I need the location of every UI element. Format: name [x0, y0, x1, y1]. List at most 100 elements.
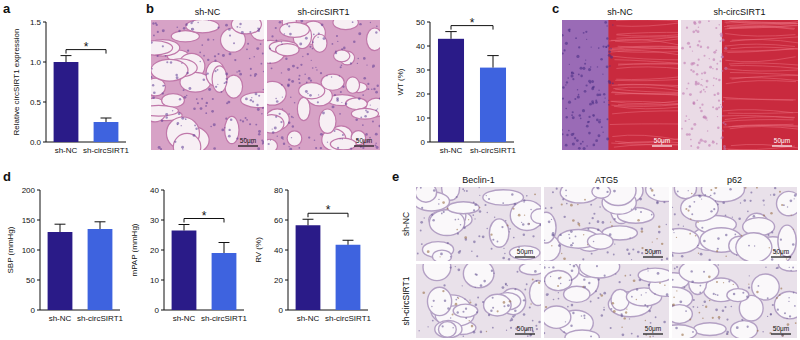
nucleus	[562, 129, 563, 130]
cell	[791, 215, 792, 216]
nucleus	[571, 72, 572, 73]
cell	[509, 228, 511, 230]
cell	[741, 319, 743, 321]
cell	[570, 279, 572, 281]
nucleus	[604, 97, 605, 98]
nucleus	[568, 130, 570, 132]
nucleus	[566, 81, 568, 83]
alveolus	[674, 187, 696, 199]
cell	[681, 255, 684, 258]
y-tick	[285, 310, 288, 311]
nucleus	[572, 78, 574, 80]
muscle-fiber	[611, 36, 678, 40]
cell	[634, 208, 636, 210]
muscle-fiber	[616, 76, 678, 79]
nucleus	[700, 139, 703, 142]
y-axis	[430, 22, 431, 142]
nucleus	[299, 75, 301, 77]
error-bar-cap	[219, 242, 230, 243]
alveolus	[638, 268, 669, 282]
cell	[672, 303, 675, 306]
nucleus	[612, 82, 614, 84]
nucleus	[250, 99, 252, 101]
cell	[747, 210, 749, 212]
scale-bar-label: 50μm	[774, 137, 790, 145]
nucleus	[572, 142, 575, 145]
scale-bar-label: 50μm	[773, 325, 789, 333]
panel-letter: c	[552, 1, 559, 16]
cell	[623, 317, 625, 319]
nucleus	[263, 71, 264, 73]
nucleus	[152, 22, 154, 24]
cell	[717, 203, 719, 205]
cell	[610, 221, 611, 222]
alveolus	[588, 234, 614, 249]
cell	[465, 317, 467, 319]
nucleus	[181, 63, 182, 64]
cell	[443, 211, 445, 213]
cell	[713, 293, 715, 295]
cell	[584, 199, 586, 201]
cell	[473, 241, 476, 244]
cell	[589, 222, 591, 224]
cell	[524, 289, 526, 291]
y-tick-label: 50	[416, 18, 425, 27]
nucleus	[229, 53, 232, 56]
y-tick	[285, 250, 288, 251]
nucleus	[255, 93, 258, 96]
nucleus	[692, 70, 695, 73]
cell	[697, 222, 699, 224]
cell	[770, 313, 772, 315]
cell	[779, 191, 781, 193]
y-tick-label: 40	[416, 42, 425, 51]
nucleus	[291, 137, 292, 138]
y-tick	[43, 22, 46, 23]
cell	[688, 190, 689, 191]
y-tick-label: 30	[416, 66, 425, 75]
nucleus	[287, 83, 290, 86]
nucleus	[706, 86, 708, 88]
nucleus	[200, 107, 203, 110]
nucleus	[706, 119, 707, 120]
cell	[466, 190, 468, 192]
cell	[535, 325, 537, 327]
cell	[420, 221, 423, 224]
cell	[587, 228, 589, 230]
nucleus	[288, 122, 290, 124]
nucleus	[698, 141, 701, 144]
cell	[439, 256, 440, 257]
nucleus	[608, 54, 611, 57]
error-bar-cap	[101, 118, 112, 119]
nucleus	[719, 60, 721, 62]
cell	[551, 245, 552, 246]
cell	[486, 195, 487, 196]
y-tick-label: 10	[416, 114, 425, 123]
nucleus	[339, 138, 340, 139]
nucleus	[185, 118, 187, 120]
scale-bar-label: 50μm	[645, 248, 661, 256]
nucleus	[304, 73, 306, 75]
error-bar-stem	[451, 32, 452, 39]
cell	[463, 336, 465, 338]
cell	[561, 203, 563, 205]
cell	[756, 291, 759, 294]
nucleus	[318, 94, 319, 95]
nucleus	[190, 22, 192, 24]
bar-marks	[296, 219, 361, 310]
nucleus	[372, 66, 373, 67]
cell	[558, 298, 560, 300]
nucleus	[350, 62, 352, 64]
error-bar-stem	[106, 118, 107, 122]
alveolus	[225, 116, 239, 143]
cell	[753, 215, 756, 218]
scale-bar-label: 50μm	[645, 325, 661, 333]
cell	[431, 214, 433, 216]
cell	[523, 199, 525, 201]
cell	[462, 285, 463, 286]
cell	[577, 204, 579, 206]
error-bar-stem	[100, 222, 101, 229]
y-tick-label: 20	[416, 90, 425, 99]
cell	[573, 265, 576, 268]
cell	[756, 187, 758, 189]
error-bar-cap	[55, 224, 66, 225]
